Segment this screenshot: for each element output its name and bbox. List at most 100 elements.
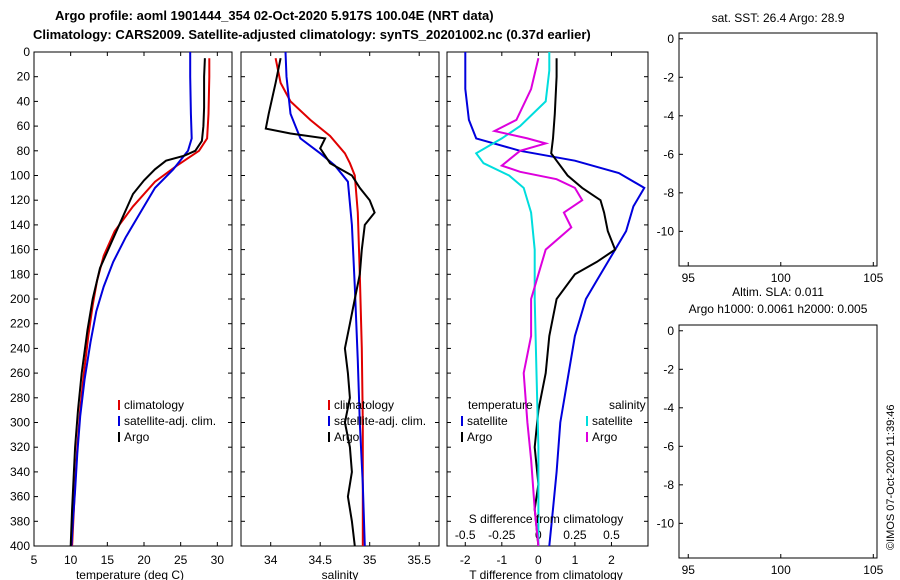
legend-entry: Argo: [334, 430, 360, 444]
difference-xlabel: T difference from climatology: [469, 568, 623, 580]
legend-title-salinity: salinity: [609, 398, 646, 412]
series-line-salinity-satellite: [474, 52, 551, 546]
map-x-tick-label: 95: [682, 271, 696, 285]
figure-title-line1: Argo profile: aoml 1901444_354 02-Oct-20…: [55, 8, 494, 23]
sal-diff-tick-label: 0.25: [563, 528, 587, 542]
x-tick-label: 5: [31, 553, 38, 567]
series-line-argo: [264, 58, 376, 546]
y-tick-label: 40: [17, 94, 31, 108]
y-tick-label: 340: [10, 465, 30, 479]
sla-map: Altim. SLA: 0.011 Argo h1000: 0.0061 h20…: [657, 285, 884, 577]
map-x-tick-label: 95: [682, 563, 696, 577]
temperature-panel: 0 20 40 60 80 100 120 140 160 180 200 220 240 260 280 3…: [10, 45, 233, 580]
y-tick-label: 280: [10, 391, 30, 405]
difference-panel: -2 -1 0 1 2-0.5 -0.25 0 0.25 0.5 T difference fr…: [446, 51, 649, 580]
x-tick-label: 34: [264, 553, 278, 567]
y-tick-label: 140: [10, 218, 30, 232]
map-y-tick-label: -4: [663, 401, 674, 415]
map-y-tick-label: -4: [663, 109, 674, 123]
sst-map-title: sat. SST: 26.4 Argo: 28.9: [712, 11, 845, 25]
sal-diff-tick-label: -0.5: [455, 528, 476, 542]
map-x-tick-label: 105: [863, 271, 883, 285]
legend-entry: satellite-adj. clim.: [334, 414, 426, 428]
series-line-climatology: [274, 58, 364, 546]
y-tick-label: 260: [10, 366, 30, 380]
sla-map-title-line1: Altim. SLA: 0.011: [732, 285, 824, 299]
y-tick-label: 0: [23, 45, 30, 59]
sal-diff-tick-label: -0.25: [488, 528, 516, 542]
y-tick-label: 360: [10, 490, 30, 504]
x-tick-label: 25: [174, 553, 188, 567]
x-tick-label: 35.5: [408, 553, 432, 567]
series-line-salinity-argo: [491, 57, 584, 546]
legend-entry: Argo: [467, 430, 493, 444]
y-tick-label: 380: [10, 514, 30, 528]
map-x-tick-label: 100: [771, 563, 791, 577]
salinity-xlabel: salinity: [322, 568, 359, 580]
sla-map-title-line2: Argo h1000: 0.0061 h2000: 0.005: [689, 302, 868, 316]
sst-map-frame: [678, 32, 878, 267]
x-tick-label: 30: [211, 553, 225, 567]
x-tick-label: 15: [101, 553, 115, 567]
series-line-satellite-adj-clim-: [70, 52, 193, 546]
map-y-tick-label: -8: [663, 478, 674, 492]
legend-entry: satellite-adj. clim.: [124, 414, 216, 428]
map-y-tick-label: -6: [663, 147, 674, 161]
difference-axes-frame: [446, 51, 649, 547]
difference-top-label: S difference from climatology: [469, 512, 624, 526]
y-tick-label: 100: [10, 169, 30, 183]
y-tick-label: 80: [17, 144, 31, 158]
map-x-tick-label: 105: [863, 563, 883, 577]
map-y-tick-label: -2: [663, 70, 674, 84]
legend-entry: climatology: [334, 398, 394, 412]
x-tick-label: 1: [572, 553, 579, 567]
x-tick-label: 2: [608, 553, 615, 567]
legend-entry: Argo: [592, 430, 618, 444]
map-y-tick-label: 0: [667, 32, 674, 46]
series-line-satellite-adj-clim-: [284, 52, 366, 546]
sal-diff-tick-label: 0.5: [603, 528, 620, 542]
series-line-temperature-satellite: [464, 52, 646, 546]
series-line-argo: [69, 58, 206, 546]
y-tick-label: 240: [10, 341, 30, 355]
map-y-tick-label: -10: [657, 516, 675, 530]
legend-entry: Argo: [124, 430, 150, 444]
y-tick-label: 180: [10, 267, 30, 281]
temperature-xlabel: temperature (deg C): [76, 568, 184, 580]
map-y-tick-label: 0: [667, 324, 674, 338]
map-y-tick-label: -8: [663, 186, 674, 200]
x-tick-label: -1: [496, 553, 507, 567]
x-tick-label: 34.5: [309, 553, 333, 567]
sla-map-frame: [678, 324, 878, 559]
y-tick-label: 400: [10, 539, 30, 553]
map-y-tick-label: -10: [657, 224, 675, 238]
temperature-axes-frame: [33, 51, 233, 547]
salinity-panel: 34 34.5 35 35.5 salinity climatology satelli…: [240, 51, 440, 580]
map-y-tick-label: -6: [663, 439, 674, 453]
legend-entry: satellite: [467, 414, 508, 428]
map-y-tick-label: -2: [663, 362, 674, 376]
y-tick-label: 320: [10, 440, 30, 454]
temperature-legend: climatology satellite-adj. clim. Argo: [118, 398, 216, 444]
x-tick-label: 35: [363, 553, 377, 567]
series-line-temperature-argo: [533, 58, 617, 546]
legend-title-temperature: temperature: [468, 398, 533, 412]
imos-timestamp: ©IMOS 07-Oct-2020 11:39:46: [885, 405, 897, 550]
y-tick-label: 160: [10, 243, 30, 257]
figure-title-line2: Climatology: CARS2009. Satellite-adjuste…: [33, 27, 591, 42]
y-tick-label: 220: [10, 317, 30, 331]
x-tick-label: -2: [460, 553, 471, 567]
legend-entry: satellite: [592, 414, 633, 428]
x-tick-label: 10: [64, 553, 78, 567]
legend-entry: climatology: [124, 398, 184, 412]
y-tick-label: 300: [10, 416, 30, 430]
x-tick-label: 20: [137, 553, 151, 567]
salinity-axes-frame: [240, 51, 440, 547]
y-tick-label: 200: [10, 292, 30, 306]
x-tick-label: 0: [535, 553, 542, 567]
difference-legend: temperature salinity satellite Argo satellit…: [461, 398, 646, 444]
y-tick-label: 60: [17, 119, 31, 133]
salinity-legend: climatology satellite-adj. clim. Argo: [328, 398, 426, 444]
y-tick-label: 120: [10, 193, 30, 207]
